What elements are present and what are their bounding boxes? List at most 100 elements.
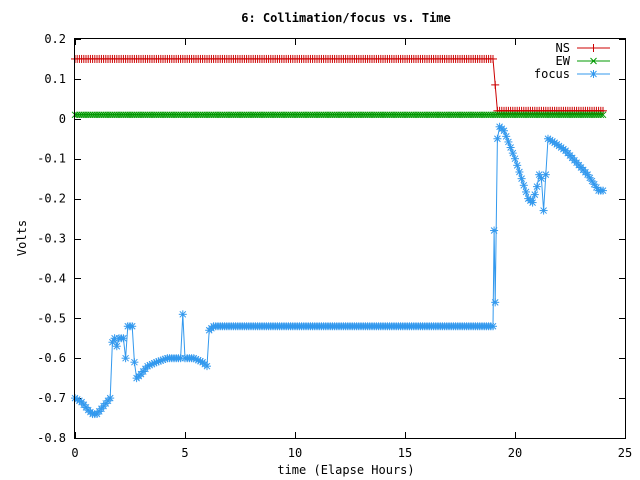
series-point-focus bbox=[529, 199, 536, 206]
series-point-focus bbox=[530, 190, 539, 199]
series-point-focus bbox=[203, 362, 211, 370]
series-point-ew bbox=[597, 111, 605, 119]
series-point-focus bbox=[528, 198, 537, 207]
series-point-focus bbox=[522, 188, 530, 196]
y-axis-label: Volts bbox=[15, 220, 29, 256]
y-tick-label: -0.4 bbox=[37, 271, 66, 285]
legend-marker-ns bbox=[589, 44, 598, 52]
series-point-focus bbox=[130, 358, 139, 367]
series-point-focus bbox=[494, 135, 501, 143]
series-point-ew bbox=[597, 111, 605, 119]
legend-label-focus: focus bbox=[534, 67, 570, 81]
series-point-focus bbox=[489, 322, 497, 331]
series-point-focus bbox=[542, 171, 550, 179]
series-point-focus bbox=[520, 181, 528, 189]
series-point-focus bbox=[491, 298, 500, 307]
y-tick-label: -0.8 bbox=[37, 431, 66, 445]
y-tick-label: -0.1 bbox=[37, 152, 66, 166]
x-tick-label: 15 bbox=[398, 446, 412, 460]
series-point-focus bbox=[540, 207, 547, 214]
y-tick-label: 0.2 bbox=[44, 32, 66, 46]
series-point-focus bbox=[128, 322, 136, 330]
series-point-focus bbox=[491, 298, 499, 306]
series-point-ew bbox=[599, 111, 607, 119]
series-point-focus bbox=[505, 138, 512, 146]
series-point-focus bbox=[509, 149, 517, 157]
series-point-focus bbox=[516, 168, 523, 176]
series-point-focus bbox=[513, 161, 521, 169]
series-point-focus bbox=[519, 181, 528, 190]
series-point-ew bbox=[599, 111, 607, 119]
tick-layer: 0 5 10 15 20 25 0.2 0.1 0 -0.1 -0.2 -0.3 -0.4 -0.5 -0.… bbox=[37, 32, 632, 460]
series-point-focus bbox=[179, 310, 187, 318]
series-point-ns bbox=[599, 106, 607, 115]
x-tick-label: 10 bbox=[288, 446, 302, 460]
x-tick-label: 0 bbox=[71, 446, 78, 460]
legend-marker-ew bbox=[590, 57, 597, 65]
series-point-focus bbox=[513, 161, 522, 170]
series-ns bbox=[71, 54, 607, 115]
series-layer bbox=[71, 54, 607, 419]
series-point-focus bbox=[535, 171, 543, 179]
series-point-focus bbox=[493, 134, 502, 143]
series-point-ns bbox=[489, 54, 497, 63]
series-point-focus bbox=[500, 127, 508, 135]
series-point-focus bbox=[121, 354, 130, 363]
chart-title: 6: Collimation/focus vs. Time bbox=[241, 11, 451, 25]
series-point-focus bbox=[490, 227, 498, 234]
series-line-focus bbox=[74, 125, 603, 415]
series-point-focus bbox=[541, 170, 550, 179]
y-tick-label: -0.7 bbox=[37, 391, 66, 405]
series-point-focus bbox=[508, 149, 517, 158]
series-point-focus bbox=[106, 394, 115, 403]
series-point-focus bbox=[539, 206, 548, 215]
x-tick-label: 25 bbox=[618, 446, 632, 460]
y-tick-label: -0.6 bbox=[37, 351, 66, 365]
series-point-focus bbox=[113, 342, 121, 350]
x-tick-label: 20 bbox=[508, 446, 522, 460]
series-point-focus bbox=[112, 342, 121, 351]
series-focus bbox=[71, 122, 607, 419]
series-point-focus bbox=[515, 168, 524, 176]
y-tick-label: -0.3 bbox=[37, 232, 66, 246]
x-axis-label: time (Elapse Hours) bbox=[277, 463, 414, 477]
series-point-focus bbox=[490, 226, 499, 235]
legend-label-ns: NS bbox=[556, 41, 570, 55]
series-point-focus bbox=[106, 394, 114, 402]
series-point-focus bbox=[489, 322, 497, 330]
series-point-focus bbox=[522, 187, 530, 196]
series-point-focus bbox=[131, 358, 138, 366]
series-ew bbox=[71, 111, 607, 119]
series-point-focus bbox=[586, 174, 594, 182]
series-point-focus bbox=[584, 171, 591, 179]
series-line-ns bbox=[75, 58, 603, 112]
legend-label-ew: EW bbox=[556, 54, 571, 68]
series-point-focus bbox=[599, 186, 607, 195]
series-point-focus bbox=[511, 154, 519, 163]
series-point-focus bbox=[599, 187, 607, 194]
series-point-focus bbox=[590, 180, 598, 188]
series-point-focus bbox=[517, 174, 526, 183]
legend-marker-ew bbox=[590, 57, 597, 65]
plot-frame bbox=[74, 38, 626, 439]
series-point-focus bbox=[507, 144, 514, 151]
y-tick-label: 0.1 bbox=[44, 72, 66, 86]
series-point-focus bbox=[588, 177, 596, 185]
series-point-focus bbox=[120, 334, 127, 342]
series-point-focus bbox=[119, 334, 128, 343]
y-tick-label: -0.2 bbox=[37, 192, 66, 206]
series-point-focus bbox=[178, 310, 187, 319]
series-point-focus bbox=[122, 354, 129, 362]
x-tick-label: 5 bbox=[181, 446, 188, 460]
series-point-focus bbox=[128, 322, 137, 331]
series-point-focus bbox=[511, 155, 519, 163]
series-point-focus bbox=[531, 191, 539, 198]
legend-marker-focus bbox=[590, 70, 597, 78]
series-point-ns bbox=[491, 80, 500, 89]
series-point-focus bbox=[518, 175, 525, 183]
y-tick-label: -0.5 bbox=[37, 311, 66, 325]
series-point-focus bbox=[533, 183, 541, 190]
series-point-focus bbox=[203, 362, 211, 371]
